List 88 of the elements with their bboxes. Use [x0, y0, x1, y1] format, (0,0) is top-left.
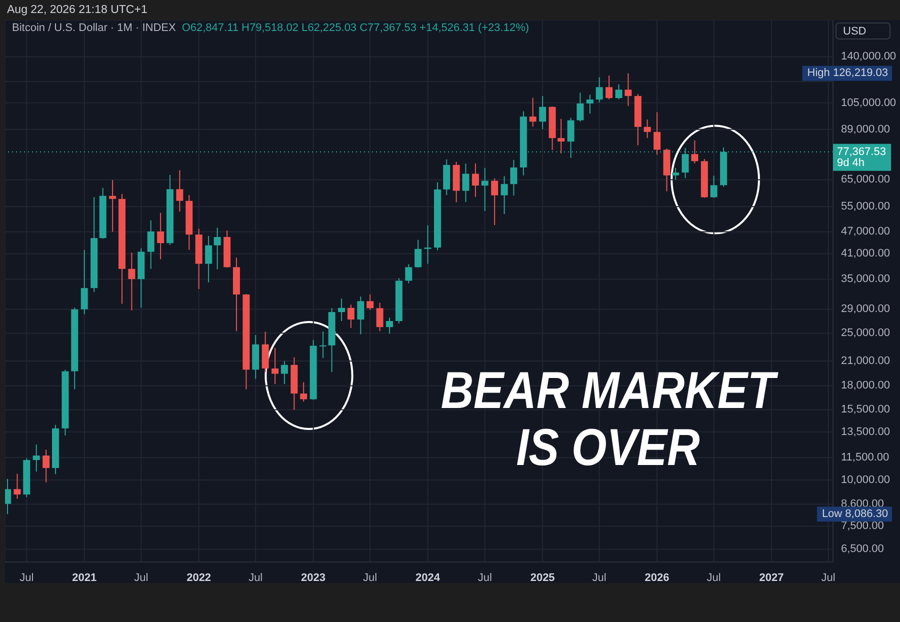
y-tick-label: 18,000.00 — [841, 380, 890, 392]
y-tick-label: 35,000.00 — [841, 273, 890, 285]
y-tick-label: 6,500.00 — [841, 543, 884, 556]
candlestick — [481, 167, 488, 212]
candlestick — [147, 220, 154, 270]
candlestick — [576, 92, 584, 122]
candlestick — [691, 140, 698, 164]
candlestick — [491, 178, 498, 226]
ref-line-label: 77,367.53 — [837, 146, 886, 158]
candlestick — [529, 97, 536, 128]
x-tick-label: 2022 — [186, 572, 212, 584]
candlestick — [32, 444, 40, 472]
y-tick-label: 47,000.00 — [841, 226, 890, 238]
y-tick-label: 11,500.00 — [841, 452, 890, 464]
x-tick-label: 2026 — [644, 572, 670, 584]
y-tick-label: 10,000.00 — [841, 474, 890, 486]
candlestick — [654, 112, 661, 156]
candlestick — [624, 72, 632, 106]
y-tick-label: 140,000.00 — [841, 50, 896, 63]
candlestick — [606, 75, 613, 100]
candlestick — [5, 478, 12, 515]
candlestick — [615, 84, 622, 100]
y-tick-label: 105,000.00 — [841, 96, 896, 109]
annotation: High 126,219.03 — [807, 67, 888, 80]
candlestick — [176, 170, 184, 212]
candlestick — [205, 235, 212, 283]
candlestick — [366, 294, 374, 310]
candlestick — [596, 76, 603, 103]
candlestick — [128, 252, 136, 311]
chart-subtitle: O62,847.11 H79,518.02 L62,225.03 C77,367.53 +14,526.31 (+23.12%) — [182, 22, 530, 34]
candlestick — [347, 304, 354, 329]
x-tick-label: Jul — [20, 572, 34, 584]
candlestick — [672, 167, 680, 180]
candlestick — [42, 449, 50, 483]
candlestick — [357, 296, 364, 335]
y-tick-label: 8,600.00 — [841, 498, 884, 510]
candlestick — [586, 94, 594, 114]
candlestick — [214, 227, 221, 270]
candlestick — [500, 176, 508, 215]
x-tick-label: Jul — [363, 572, 378, 584]
candlestick — [386, 317, 394, 334]
x-tick-label: Jul — [134, 572, 148, 584]
candlestick — [300, 382, 308, 402]
candlestick — [405, 264, 412, 284]
candlestick — [280, 360, 288, 384]
x-tick-label: 2023 — [301, 572, 326, 584]
candlestick — [14, 473, 21, 500]
candlestick — [539, 95, 546, 130]
candlestick — [157, 212, 164, 260]
candlestick — [272, 347, 279, 384]
y-tick-label: 55,000.00 — [841, 200, 890, 212]
y-tick-label: 21,000.00 — [841, 354, 890, 367]
candlestick — [472, 162, 479, 198]
text: 9d 4h — [837, 156, 865, 169]
candlestick — [644, 119, 651, 139]
candlestick — [109, 180, 116, 232]
chart-title: Bitcoin / U.S. Dollar · 1M · INDEX — [12, 22, 176, 34]
y-tick-label: 41,000.00 — [841, 248, 890, 260]
y-tick-label: 15,500.00 — [841, 404, 890, 416]
annotation: Low 8,086.30 — [822, 508, 888, 520]
candlestick — [510, 159, 518, 196]
candlestick — [558, 118, 565, 154]
x-tick-label: 2027 — [759, 572, 784, 584]
y-tick-label: 29,000.00 — [841, 303, 890, 316]
y-tick-label: 13,500.00 — [841, 426, 890, 438]
candlestick — [376, 302, 384, 332]
text: Aug 22, 2026 21:18 UTC+1 — [7, 4, 148, 16]
x-tick-label: Jul — [592, 572, 606, 584]
candlestick — [338, 298, 346, 322]
candlestick — [414, 239, 422, 268]
x-tick-label: Jul — [706, 572, 721, 584]
y-axis-title: USD — [843, 25, 866, 38]
y-tick-label: 7,500.00 — [841, 520, 884, 532]
x-tick-label: 2024 — [416, 572, 441, 584]
x-tick-label: 2021 — [72, 572, 97, 584]
x-tick-label: Jul — [478, 572, 492, 584]
candlestick — [320, 330, 327, 359]
candlestick — [710, 175, 718, 198]
candlestick — [424, 224, 432, 264]
x-tick-label: 2025 — [530, 572, 555, 584]
annotation: BEAR MARKET IS OVER — [440, 362, 780, 477]
x-tick-label: Jul — [821, 572, 836, 584]
y-tick-label: 25,000.00 — [841, 326, 890, 339]
candlestick — [80, 250, 88, 315]
candlestick — [462, 163, 470, 202]
x-tick-label: Jul — [248, 572, 263, 584]
y-tick-label: 65,000.00 — [841, 174, 890, 186]
y-tick-label: 89,000.00 — [841, 123, 890, 136]
